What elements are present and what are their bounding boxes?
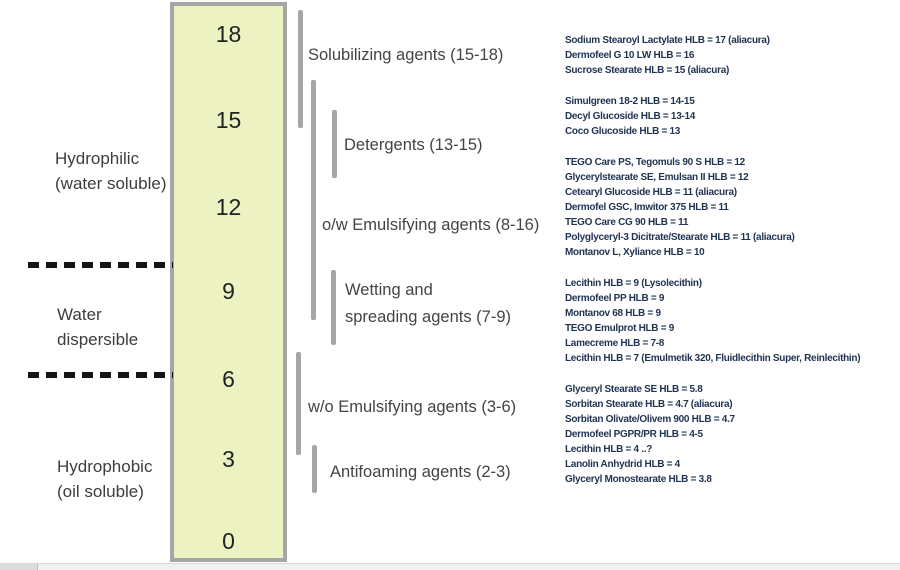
hlb-scale-bar (170, 2, 287, 562)
product-line: Lamecreme HLB = 7-8 (565, 338, 665, 349)
product-line: Montanov 68 HLB = 9 (565, 308, 661, 319)
product-line: Dermofel GSC, Imwitor 375 HLB = 11 (565, 202, 729, 213)
category-label-line: Wetting and (345, 281, 433, 299)
product-line: Dermofeel PP HLB = 9 (565, 293, 665, 304)
product-list: Sodium Stearoyl Lactylate HLB = 17 (alia… (565, 33, 900, 503)
zone-label-line: (oil soluble) (57, 482, 144, 501)
hlb-tick-15: 15 (215, 107, 242, 133)
product-line: Cetearyl Glucoside HLB = 11 (aliacura) (565, 187, 737, 198)
product-line: Glycerylstearate SE, Emulsan II HLB = 12 (565, 172, 749, 183)
product-line: TEGO Emulprot HLB = 9 (565, 323, 674, 334)
product-line: Sorbitan Olivate/Olivem 900 HLB = 4.7 (565, 414, 735, 425)
product-group-detergents: Simulgreen 18-2 HLB = 14-15 Decyl Glucos… (565, 94, 900, 139)
product-line: Sorbitan Stearate HLB = 4.7 (aliacura) (565, 399, 733, 410)
category-detergents: Detergents (13-15) (344, 136, 483, 154)
hlb-tick-6: 6 (222, 366, 235, 392)
category-antifoaming-agents: Antifoaming agents (2-3) (330, 463, 511, 481)
zone-label-line: Water (57, 305, 102, 324)
zone-label-line: Hydrophobic (57, 457, 153, 476)
horizontal-scrollbar-track[interactable] (0, 563, 900, 570)
product-line: Lecithin HLB = 4 ..? (565, 444, 653, 455)
category-wetting-spreading-agents: Wetting and spreading agents (7-9) (345, 277, 511, 331)
zone-label-hydrophilic: Hydrophilic (water soluble) (55, 146, 167, 196)
product-line: Simulgreen 18-2 HLB = 14-15 (565, 96, 695, 107)
bracket-solubilizing-agents (298, 10, 303, 128)
product-group-solubilizing: Sodium Stearoyl Lactylate HLB = 17 (alia… (565, 33, 900, 78)
product-line: Dermofeel PGPR/PR HLB = 4-5 (565, 429, 703, 440)
product-line: Polyglyceryl-3 Dicitrate/Stearate HLB = … (565, 232, 795, 243)
product-line: Sucrose Stearate HLB = 15 (aliacura) (565, 65, 730, 76)
product-line: Lanolin Anhydrid HLB = 4 (565, 459, 680, 470)
category-solubilizing-agents: Solubilizing agents (15-18) (308, 46, 504, 64)
zone-label-line: Hydrophilic (55, 149, 140, 168)
zone-label-water-dispersible: Water dispersible (57, 302, 138, 352)
category-label-line: spreading agents (7-9) (345, 308, 512, 326)
category-wo-emulsifying-agents: w/o Emulsifying agents (3-6) (308, 398, 517, 416)
zone-divider-lower (28, 372, 173, 378)
product-line: Lecithin HLB = 9 (Lysolecithin) (565, 278, 702, 289)
product-line: Sodium Stearoyl Lactylate HLB = 17 (alia… (565, 35, 770, 46)
product-line: Montanov L, Xyliance HLB = 10 (565, 247, 705, 258)
category-ow-emulsifying-agents: o/w Emulsifying agents (8-16) (322, 216, 540, 234)
horizontal-scrollbar-thumb[interactable] (0, 564, 38, 570)
hlb-tick-3: 3 (222, 446, 235, 472)
hlb-tick-9: 9 (222, 278, 235, 304)
product-line: Dermofeel G 10 LW HLB = 16 (565, 50, 695, 61)
bracket-antifoaming-agents (312, 445, 317, 493)
bracket-ow-emulsifying-agents (311, 80, 316, 320)
hlb-tick-18: 18 (215, 21, 242, 47)
bracket-wo-emulsifying-agents (296, 352, 301, 455)
product-line: TEGO Care CG 90 HLB = 11 (565, 217, 689, 228)
product-line: Glyceryl Stearate SE HLB = 5.8 (565, 384, 703, 395)
zone-label-hydrophobic: Hydrophobic (oil soluble) (57, 454, 152, 504)
product-line: Decyl Glucoside HLB = 13-14 (565, 111, 696, 122)
bracket-wetting-spreading-agents (331, 270, 336, 345)
zone-divider-upper (28, 262, 173, 268)
product-line: Glyceryl Monostearate HLB = 3.8 (565, 474, 712, 485)
zone-label-line: (water soluble) (55, 174, 167, 193)
product-line: TEGO Care PS, Tegomuls 90 S HLB = 12 (565, 157, 745, 168)
product-group-ow-emulsifiers: TEGO Care PS, Tegomuls 90 S HLB = 12 Gly… (565, 155, 900, 260)
hlb-tick-0: 0 (222, 528, 235, 554)
product-line: Coco Glucoside HLB = 13 (565, 126, 681, 137)
zone-label-line: dispersible (57, 330, 139, 349)
product-group-wetting-spreading: Lecithin HLB = 9 (Lysolecithin) Dermofee… (565, 276, 900, 366)
hlb-tick-12: 12 (215, 194, 242, 220)
bracket-detergents (332, 110, 337, 178)
product-group-wo-emulsifiers: Glyceryl Stearate SE HLB = 5.8 Sorbitan … (565, 382, 900, 487)
product-line: Lecithin HLB = 7 (Emulmetik 320, Fluidle… (565, 353, 861, 364)
